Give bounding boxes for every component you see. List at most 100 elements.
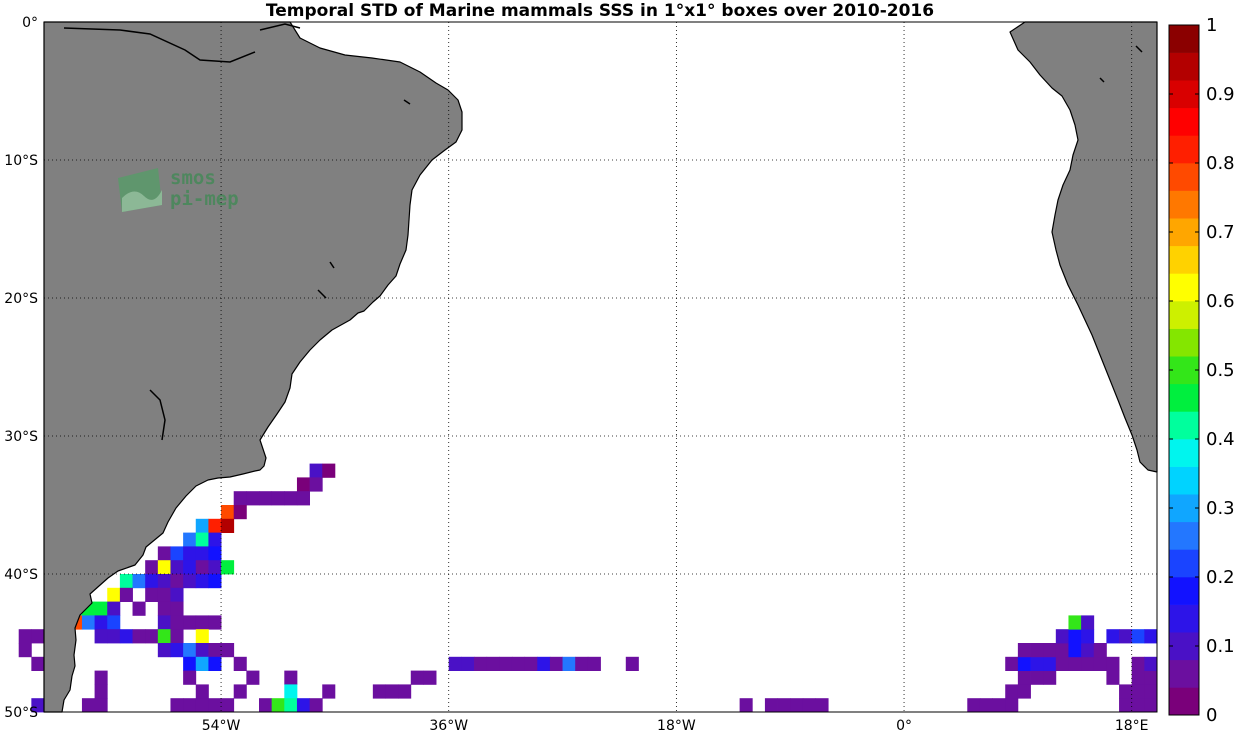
std-cell [170, 546, 184, 561]
std-cell [764, 698, 778, 713]
std-cell [170, 560, 184, 575]
coastline-details [63, 23, 1143, 441]
std-cell [1005, 684, 1019, 699]
std-cell [1119, 698, 1133, 713]
std-cell [31, 629, 45, 644]
colorbar-segment [1169, 107, 1199, 136]
std-cell [1005, 698, 1019, 713]
std-cell [461, 656, 475, 671]
std-cell [183, 615, 197, 630]
std-cell [1017, 670, 1031, 685]
logo-line-2: pi-mep [170, 188, 239, 210]
std-cell [1043, 656, 1057, 671]
std-cell [208, 532, 222, 547]
std-cell [119, 629, 133, 644]
std-cell [221, 505, 235, 520]
std-cell [208, 560, 222, 575]
std-cell [170, 643, 184, 658]
std-cell [157, 643, 171, 658]
colorbar-segment [1169, 577, 1199, 605]
colorbar-segment [1169, 52, 1199, 81]
colorbar-segment [1169, 356, 1199, 385]
std-cell [790, 698, 804, 713]
y-tick-label: 30°S [4, 429, 38, 445]
std-cell [233, 491, 247, 506]
colorbar-segment [1169, 190, 1199, 219]
y-tick-label: 50°S [4, 705, 38, 721]
std-cell [423, 670, 437, 685]
std-cell [170, 698, 184, 713]
std-cell [233, 656, 247, 671]
std-cell [284, 491, 298, 506]
colorbar-tick-label: 0 [1206, 705, 1217, 726]
std-cell [499, 656, 513, 671]
std-cell [233, 684, 247, 699]
std-cell [132, 629, 146, 644]
colorbar-segment [1169, 245, 1199, 274]
std-cell [221, 698, 235, 713]
colorbar-tick-label: 0.4 [1206, 429, 1235, 450]
colorbar-segment [1169, 25, 1199, 53]
colorbar-tick-label: 0.7 [1206, 222, 1235, 243]
std-cell [233, 505, 247, 520]
std-cell [992, 698, 1006, 713]
std-cell [562, 656, 576, 671]
colorbar-ticks: 0 0.1 0.2 0.3 0.4 0.5 0.6 0.7 0.8 0.9 1 [1169, 15, 1235, 726]
std-cell [524, 656, 538, 671]
std-cell [739, 698, 753, 713]
std-cell [1017, 656, 1031, 671]
std-cell [271, 698, 285, 713]
std-cell [1068, 629, 1082, 644]
std-cell [195, 574, 209, 589]
std-cell [1119, 629, 1133, 644]
std-cell [1131, 684, 1145, 699]
colorbar-tick-label: 0.1 [1206, 636, 1235, 657]
std-cell [1131, 629, 1145, 644]
std-cell [448, 656, 462, 671]
x-tick-label: 0° [896, 718, 912, 734]
std-cell [183, 560, 197, 575]
std-cell [309, 698, 323, 713]
logo-line-1: smos [170, 167, 216, 189]
std-cell [157, 601, 171, 616]
std-cell [1131, 698, 1145, 713]
std-cell [94, 684, 108, 699]
std-cell [94, 601, 108, 616]
std-cell [132, 601, 146, 616]
std-cell [157, 629, 171, 644]
y-tick-label: 10°S [4, 153, 38, 169]
std-cell [208, 643, 222, 658]
africa-land [1009, 21, 1158, 473]
std-cell [284, 684, 298, 699]
std-cell [271, 491, 285, 506]
std-cell [1017, 684, 1031, 699]
std-cell [549, 656, 563, 671]
std-cell [1030, 656, 1044, 671]
colorbar-segment [1169, 273, 1199, 302]
std-cell [170, 629, 184, 644]
y-tick-label: 0° [22, 15, 38, 31]
std-cell [1055, 656, 1069, 671]
std-cell [107, 587, 121, 602]
std-cell [1106, 629, 1120, 644]
std-cell [195, 643, 209, 658]
std-cell [81, 698, 95, 713]
std-cell [208, 574, 222, 589]
std-cell [1081, 656, 1095, 671]
std-cell [474, 656, 488, 671]
std-cell [183, 698, 197, 713]
colorbar-segment [1169, 466, 1199, 495]
std-cell [1055, 643, 1069, 658]
colorbar-segment [1169, 411, 1199, 440]
std-cell [157, 587, 171, 602]
std-cell [195, 546, 209, 561]
colorbar-segment [1169, 163, 1199, 191]
std-cell [195, 518, 209, 533]
chart-title: Temporal STD of Marine mammals SSS in 1°… [266, 1, 934, 21]
std-cell [967, 698, 981, 713]
std-cell [94, 629, 108, 644]
map-panel: smos pi-mep 54°W 36°W 18°W 0° 18°E 0° 10°S 20°S… [4, 15, 1158, 734]
std-cell [1068, 643, 1082, 658]
colorbar-tick-label: 0.9 [1206, 84, 1235, 105]
std-cell [195, 684, 209, 699]
